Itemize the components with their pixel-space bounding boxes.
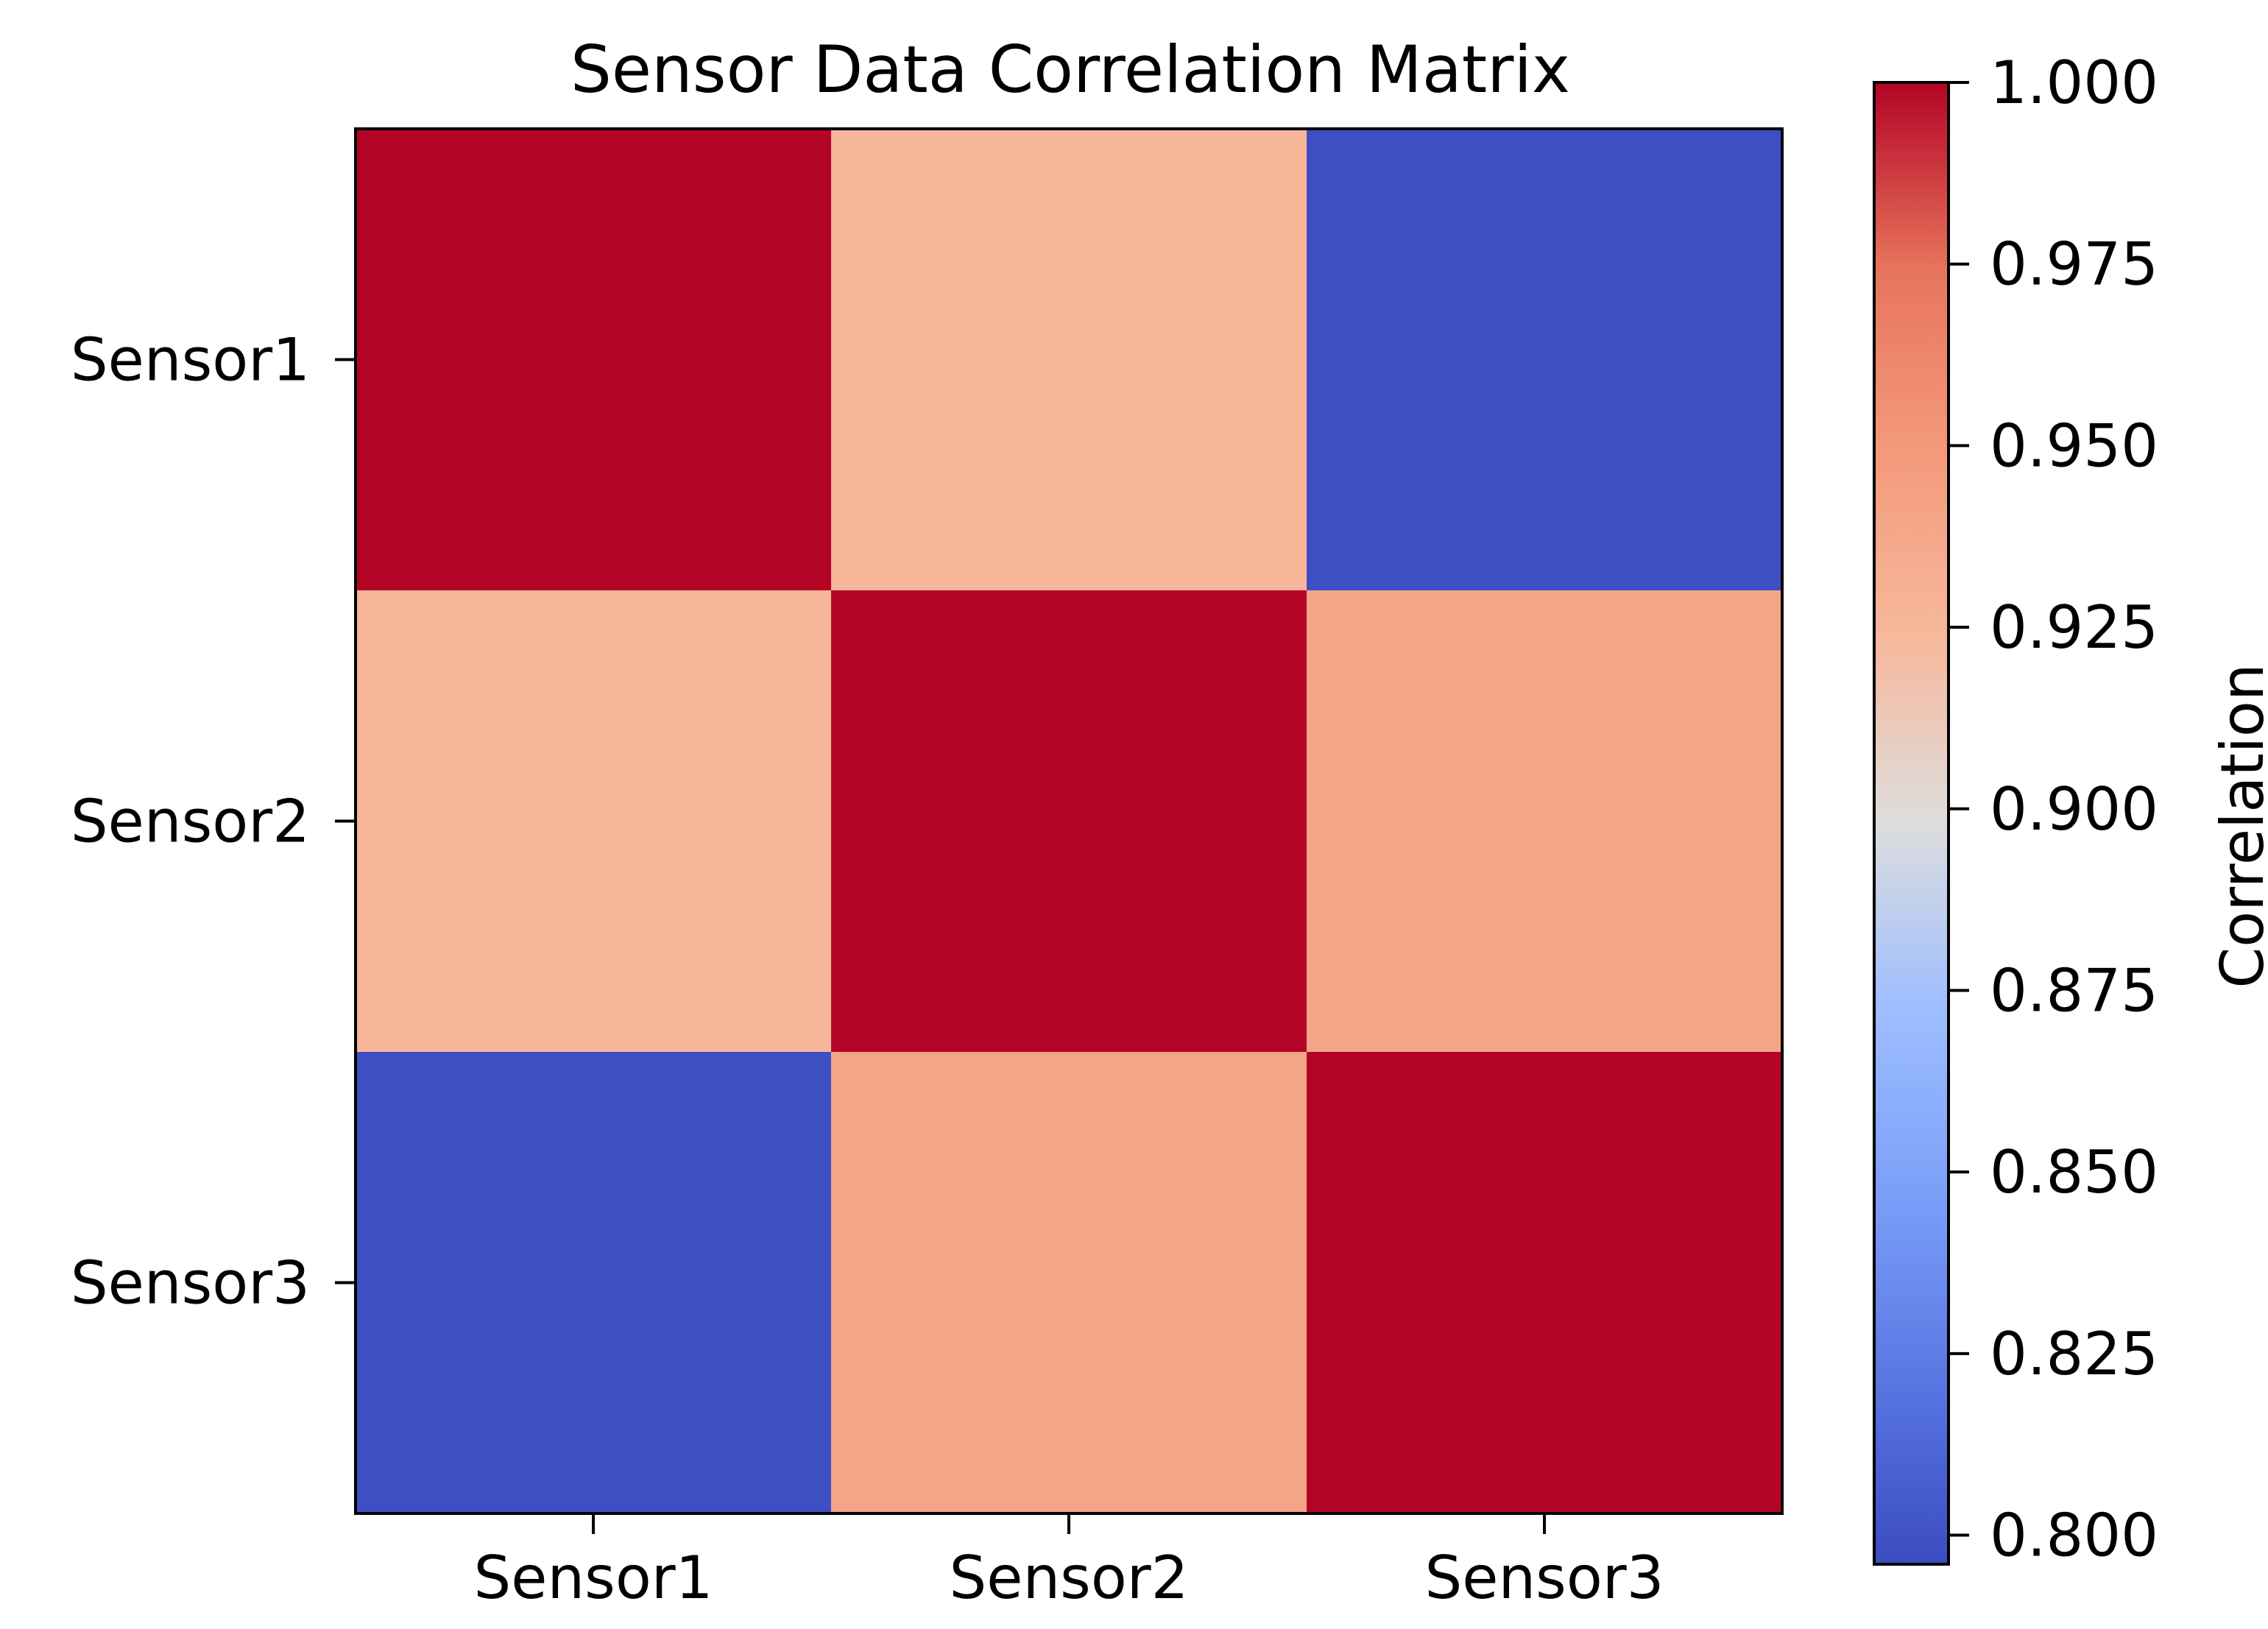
y-tick-label: Sensor1 — [71, 326, 310, 395]
colorbar-tick-label: 0.875 — [1990, 956, 2158, 1025]
colorbar-tick-label: 0.925 — [1990, 593, 2158, 662]
colorbar-ticks: 1.000 0.975 0.950 0.925 0.900 0.875 0.850 0.825… — [1949, 49, 2158, 1570]
chart-title: Sensor Data Correlation Matrix — [570, 32, 1570, 107]
x-tick-label: Sensor2 — [949, 1544, 1188, 1612]
heatmap-cell — [831, 1052, 1307, 1514]
colorbar-tick-label: 0.825 — [1990, 1320, 2158, 1388]
colorbar-label: Correlation — [2208, 663, 2268, 988]
y-axis: Sensor1 Sensor2 Sensor3 — [71, 326, 356, 1318]
y-tick-label: Sensor3 — [71, 1249, 310, 1318]
colorbar-tick-label: 0.800 — [1990, 1502, 2158, 1570]
heatmap-cell — [1307, 1052, 1783, 1514]
x-axis: Sensor1 Sensor2 Sensor3 — [473, 1513, 1664, 1612]
heatmap-frame — [354, 127, 1784, 1515]
heatmap-cell — [356, 1052, 832, 1514]
heatmap-cell — [356, 129, 832, 591]
heatmap-cell — [1307, 590, 1783, 1053]
colorbar-tick-label: 0.975 — [1990, 230, 2158, 299]
heatmap-cell — [1307, 129, 1783, 591]
colorbar-tick-label: 0.950 — [1990, 411, 2158, 480]
x-tick-label: Sensor3 — [1424, 1544, 1664, 1612]
colorbar — [1873, 81, 1950, 1566]
colorbar-tick-label: 1.000 — [1990, 49, 2158, 117]
colorbar-tick-label: 0.900 — [1990, 775, 2158, 844]
heatmap-cells — [356, 129, 1783, 1514]
heatmap-cell — [831, 590, 1307, 1053]
colorbar-tick-label: 0.850 — [1990, 1138, 2158, 1206]
x-tick-label: Sensor1 — [473, 1544, 713, 1612]
heatmap-cell — [356, 590, 832, 1053]
heatmap-cell — [831, 129, 1307, 591]
y-tick-label: Sensor2 — [71, 788, 310, 856]
